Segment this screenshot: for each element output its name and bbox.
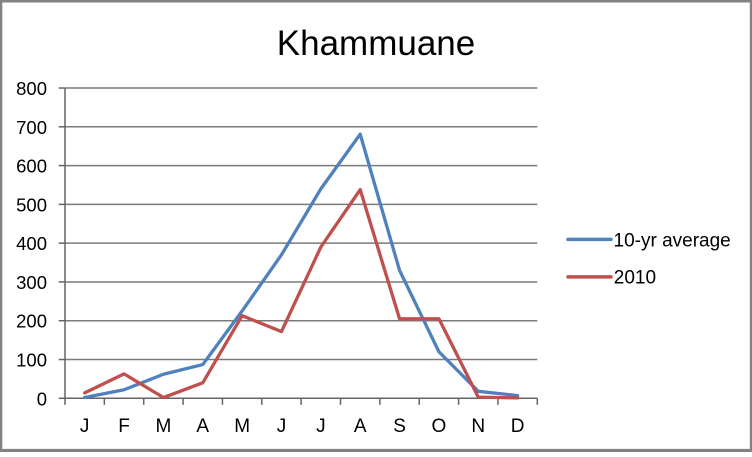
svg-text:0: 0 — [37, 388, 47, 409]
svg-text:300: 300 — [16, 272, 47, 293]
svg-text:J: J — [316, 416, 326, 437]
svg-text:A: A — [196, 416, 209, 437]
svg-text:M: M — [234, 416, 250, 437]
svg-text:A: A — [354, 416, 367, 437]
svg-text:700: 700 — [16, 117, 47, 138]
svg-text:S: S — [393, 416, 406, 437]
svg-text:600: 600 — [16, 156, 47, 177]
svg-text:O: O — [432, 416, 447, 437]
svg-text:F: F — [118, 416, 130, 437]
svg-text:500: 500 — [16, 194, 47, 215]
svg-text:J: J — [277, 416, 287, 437]
svg-text:J: J — [80, 416, 90, 437]
svg-text:M: M — [155, 416, 171, 437]
svg-text:N: N — [471, 416, 485, 437]
svg-text:D: D — [511, 416, 525, 437]
svg-text:Khammuane: Khammuane — [277, 24, 475, 63]
svg-text:200: 200 — [16, 311, 47, 332]
svg-text:2010: 2010 — [614, 267, 656, 288]
svg-text:400: 400 — [16, 233, 47, 254]
svg-text:100: 100 — [16, 350, 47, 371]
svg-text:10-yr average: 10-yr average — [614, 230, 731, 251]
svg-text:800: 800 — [16, 78, 47, 99]
